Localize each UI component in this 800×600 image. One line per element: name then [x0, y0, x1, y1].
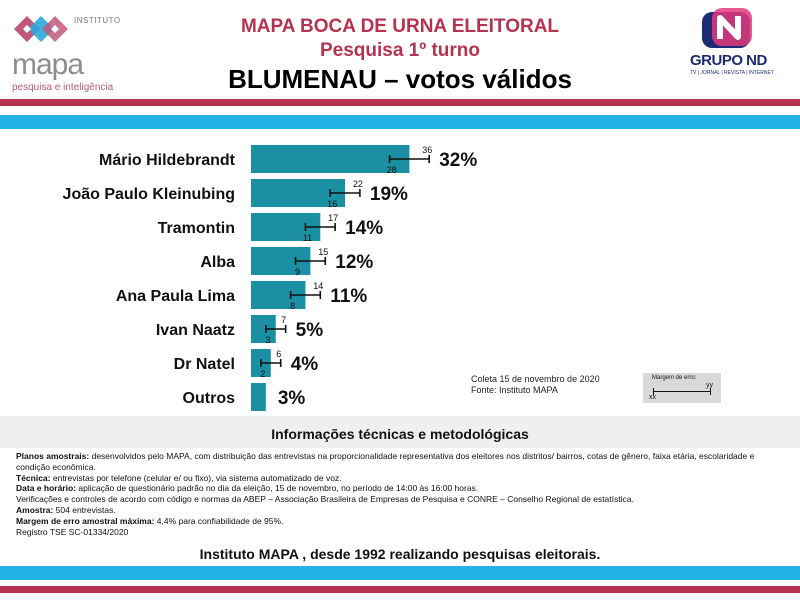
- error-low-label-5: 3: [265, 335, 270, 345]
- info-title-band: [0, 416, 800, 448]
- error-high-label-3: 15: [318, 247, 328, 257]
- top-red-band: [0, 99, 800, 106]
- margem-line: Margem de erro amostral máxima: 4,4% par…: [16, 516, 786, 527]
- bar-0: [251, 145, 410, 173]
- page-title: BLUMENAU – votos válidos: [228, 64, 572, 94]
- error-high-label-1: 22: [353, 179, 363, 189]
- amostra-line: Amostra: 504 entrevistas.: [16, 505, 786, 516]
- error-low-label-6: 2: [260, 369, 265, 379]
- error-low-label-3: 9: [295, 267, 300, 277]
- moe-legend-cap-left: [653, 388, 654, 395]
- planos-line: Planos amostrais: desenvolvidos pelo MAP…: [16, 451, 786, 473]
- value-label-4: 11%: [330, 286, 367, 307]
- category-label-2: Tramontin: [158, 220, 235, 237]
- category-label-5: Ivan Naatz: [156, 322, 235, 339]
- error-low-label-2: 11: [303, 233, 312, 243]
- moe-legend-title: Margem de erro:: [652, 375, 697, 381]
- bottom-cyan-band: [0, 566, 800, 580]
- category-label-1: João Paulo Kleinubing: [63, 186, 235, 203]
- category-label-7: Outros: [183, 390, 236, 407]
- nd-logo-mark-icon: [702, 8, 752, 48]
- header-title-line2: Pesquisa 1º turno: [319, 40, 481, 61]
- category-label-6: Dr Natel: [174, 356, 235, 373]
- category-label-3: Alba: [200, 254, 235, 271]
- tecnica-label: Técnica:: [16, 472, 51, 483]
- bar-1: [251, 179, 346, 207]
- logo-instituto-text: INSTITUTO: [74, 16, 121, 25]
- planos-label: Planos amostrais:: [16, 451, 90, 461]
- verificacoes-line: Verificações e controles de acordo com c…: [16, 494, 634, 505]
- info-title: Informações técnicas e metodológicas: [271, 426, 529, 442]
- data-text: aplicação de questionário padrão no dia …: [76, 483, 479, 494]
- registro-line: Registro TSE SC-01334/2020: [16, 526, 129, 537]
- margin-of-error-legend: Margem de erro: yy xx: [643, 373, 721, 403]
- logo-tagline: pesquisa e inteligência: [12, 82, 114, 93]
- category-label-0: Mário Hildebrandt: [99, 152, 236, 169]
- value-label-3: 12%: [335, 252, 373, 273]
- moe-legend-line: [653, 391, 711, 392]
- instituto-mapa-logo: INSTITUTO mapa pesquisa e inteligência: [8, 12, 121, 93]
- error-high-label-5: 7: [281, 315, 286, 325]
- error-high-label-0: 36: [422, 145, 432, 155]
- collect-date-note: Coleta 15 de novembro de 2020: [471, 374, 600, 384]
- category-label-4: Ana Paula Lima: [116, 288, 235, 305]
- moe-legend-cap-right: [710, 388, 711, 395]
- data-label: Data e horário:: [16, 483, 76, 494]
- bottom-red-band: [0, 586, 800, 593]
- margem-label: Margem de erro amostral máxima:: [16, 515, 155, 526]
- mapa-logo-mark-icon: [14, 16, 68, 42]
- logo-grupo-nd-word: GRUPO ND: [690, 52, 767, 69]
- methodology-text: Planos amostrais: desenvolvidos pelo MAP…: [16, 451, 786, 537]
- logo-mapa-word: mapa: [12, 48, 84, 81]
- error-low-label-1: 16: [327, 199, 337, 209]
- error-high-label-6: 6: [276, 349, 281, 359]
- amostra-label: Amostra:: [16, 504, 54, 515]
- value-label-5: 5%: [296, 320, 324, 341]
- amostra-text: 504 entrevistas.: [53, 504, 116, 515]
- value-label-6: 4%: [291, 354, 319, 375]
- value-label-2: 14%: [345, 218, 383, 239]
- margem-text: 4,4% para confiabilidade de 95%.: [154, 515, 284, 526]
- grupo-nd-logo: GRUPO ND TV | JORNAL | REVISTA | INTERNE…: [688, 6, 774, 80]
- value-label-0: 32%: [439, 150, 477, 171]
- bar-7: [251, 383, 266, 411]
- footer-slogan: Instituto MAPA , desde 1992 realizando p…: [199, 546, 601, 562]
- chart-notes: Coleta 15 de novembro de 2020 Fonte: Ins…: [471, 374, 600, 396]
- top-cyan-band: [0, 115, 800, 129]
- error-low-label-0: 28: [387, 165, 397, 175]
- source-note: Fonte: Instituto MAPA: [471, 385, 558, 395]
- value-label-1: 19%: [370, 184, 408, 205]
- planos-text: desenvolvidos pelo MAPA, com distribuiçã…: [16, 451, 755, 472]
- moe-legend-low: xx: [649, 394, 656, 401]
- error-high-label-4: 14: [313, 281, 323, 291]
- header-title-line1: MAPA BOCA DE URNA ELEITORAL: [240, 16, 560, 37]
- error-low-label-4: 8: [290, 301, 295, 311]
- value-label-7: 3%: [278, 388, 306, 409]
- logo-grupo-nd-sub: TV | JORNAL | REVISTA | INTERNET: [690, 70, 774, 76]
- tecnica-line: Técnica: entrevistas por telefone (celul…: [16, 473, 786, 484]
- data-line: Data e horário: aplicação de questionári…: [16, 483, 786, 494]
- moe-legend-high: yy: [706, 382, 713, 389]
- tecnica-text: entrevistas por telefone (celular e/ ou …: [50, 472, 342, 483]
- error-high-label-2: 17: [328, 213, 338, 223]
